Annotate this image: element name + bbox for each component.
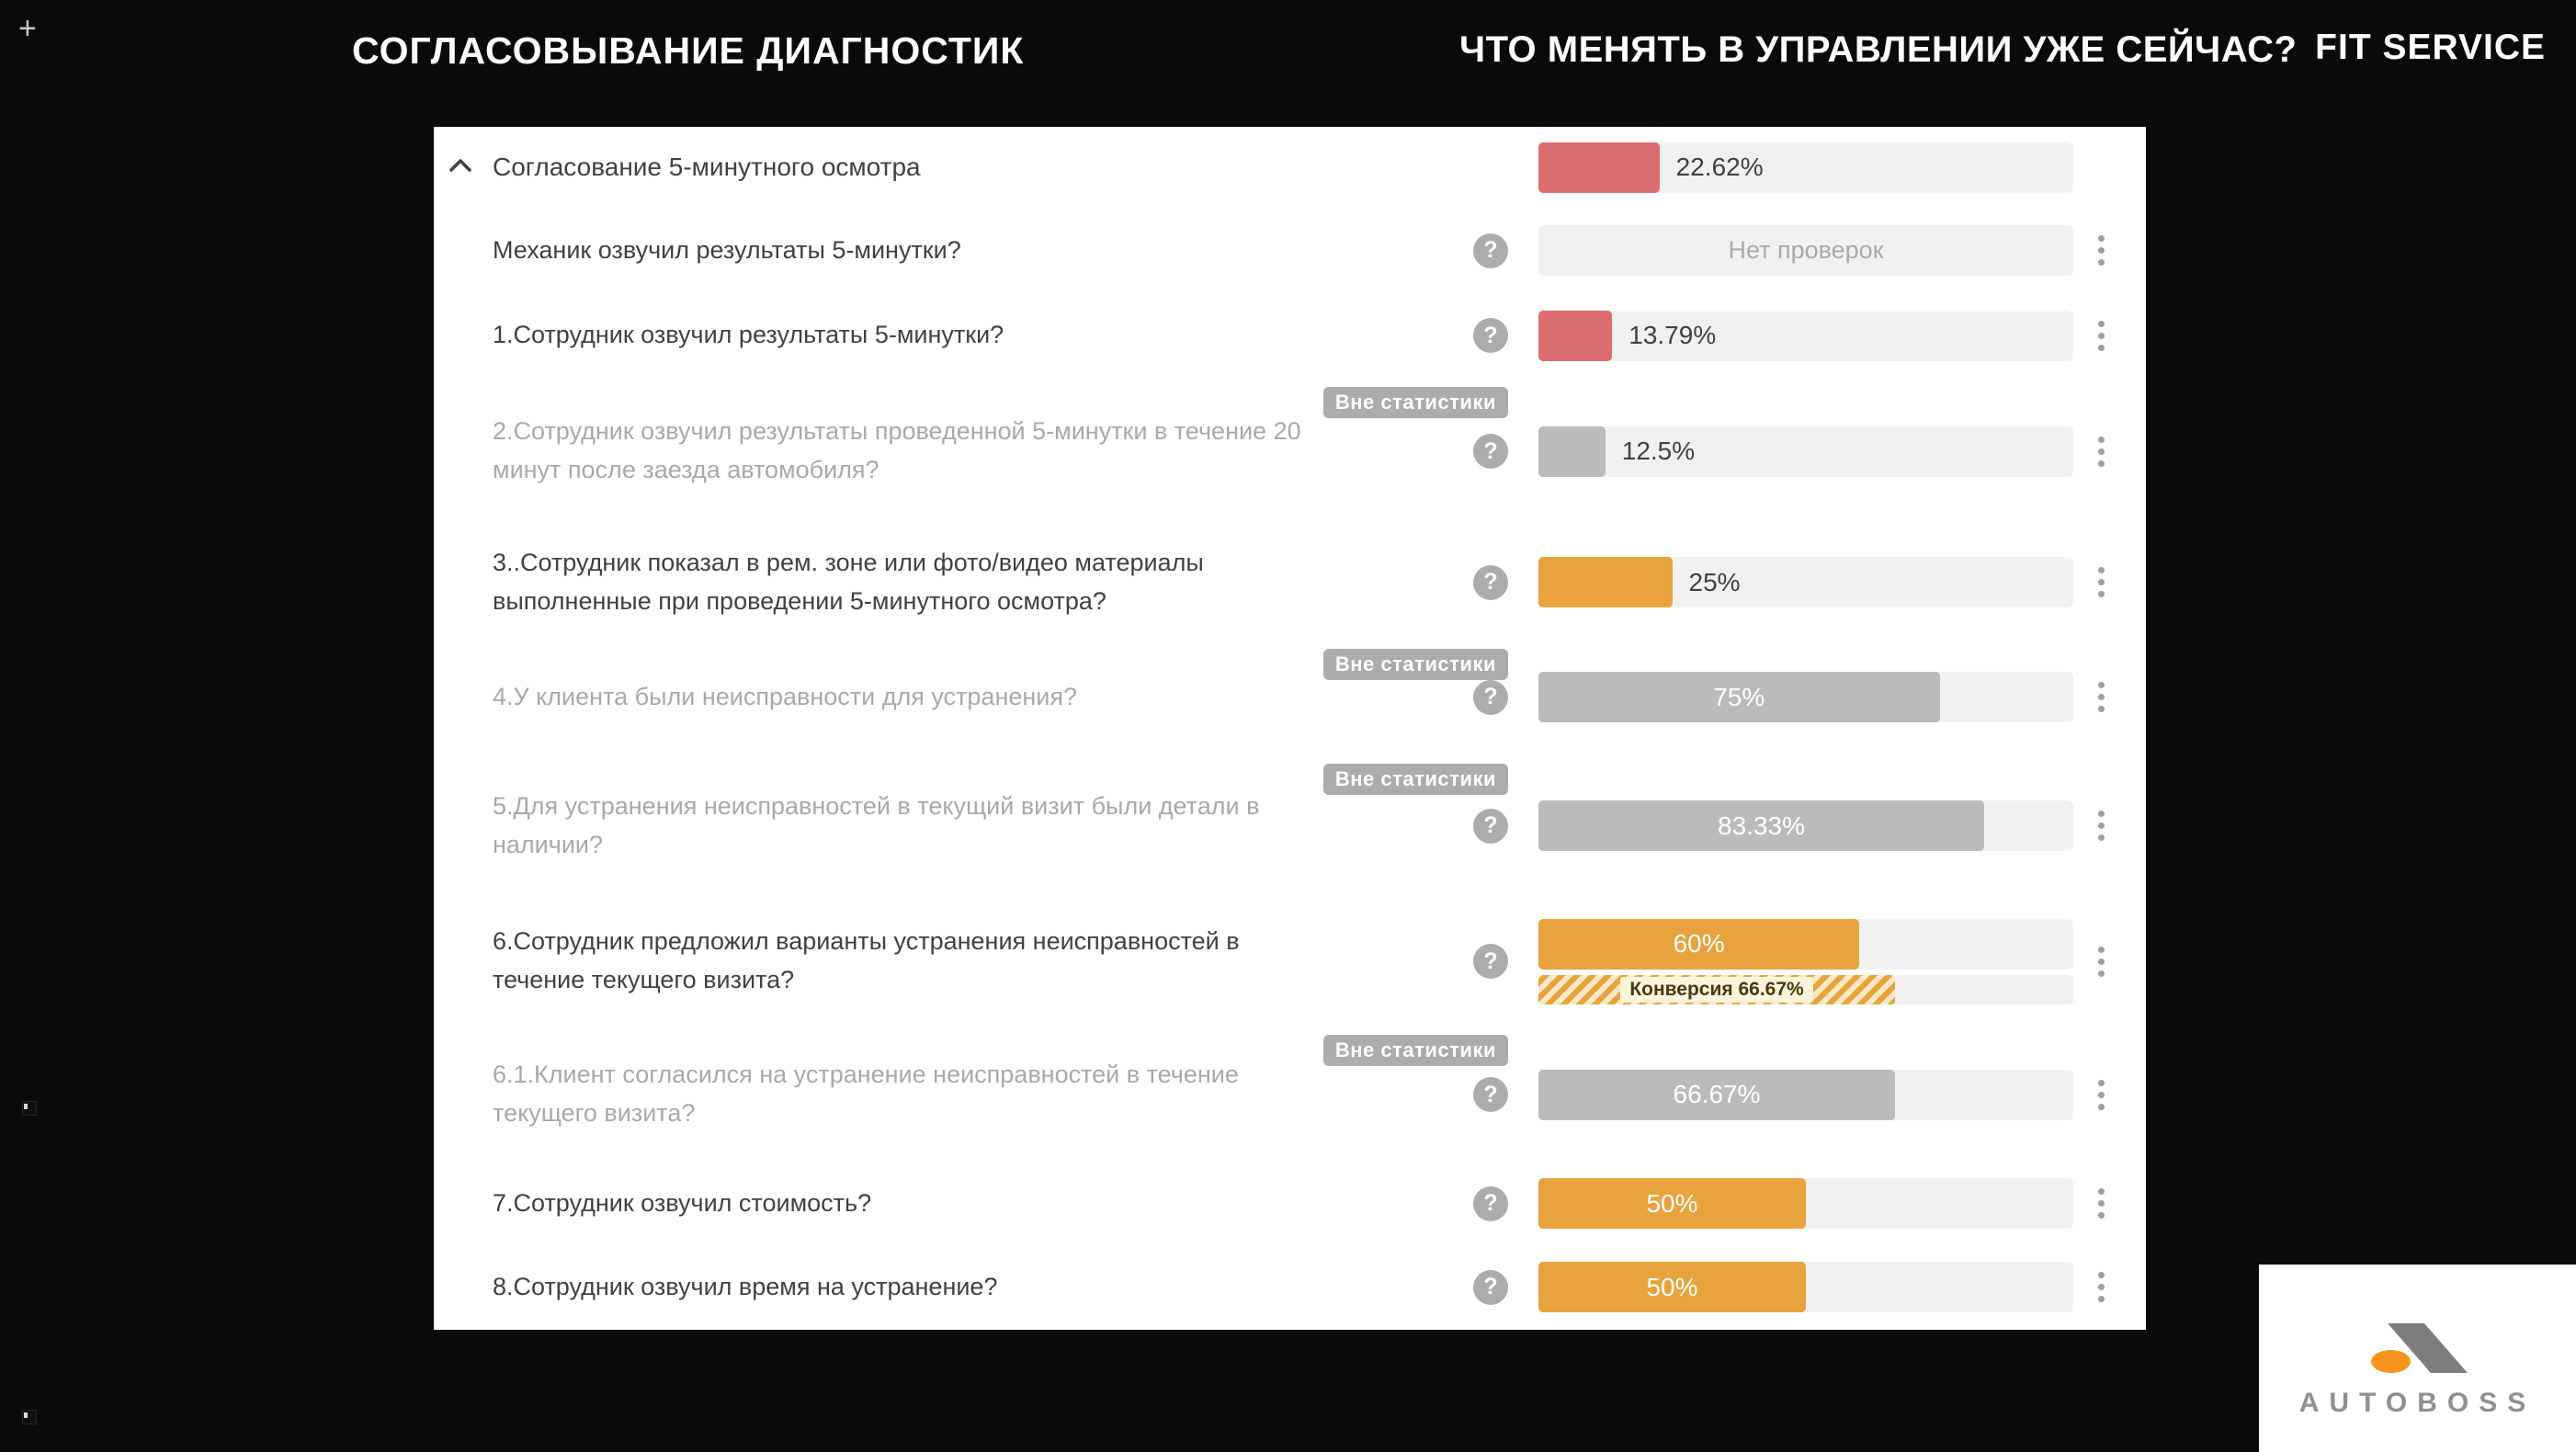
progress-fill: 60% — [1538, 918, 1860, 970]
slide-subtitle: ЧТО МЕНЯТЬ В УПРАВЛЕНИИ УЖЕ СЕЙЧАС? — [1459, 29, 2298, 70]
progress-bar: 12.5% — [1538, 425, 2073, 477]
progress-fill: 66.67% — [1538, 1069, 1896, 1120]
checklist-row: Вне статистики 6.1.Клиент согласился на … — [434, 1026, 2146, 1163]
conversion-label: Конверсия 66.67% — [1620, 976, 1813, 1003]
question-label: 4.У клиента были неисправности для устра… — [493, 682, 1078, 710]
progress-fill: 50% — [1538, 1178, 1806, 1229]
group-progress-bar: 22.62% — [1538, 142, 2073, 193]
autoboss-logo: AUTOBOSS — [2259, 1265, 2576, 1452]
brand-fit-service: FIT SERVICE — [2315, 28, 2546, 67]
embed-placeholder-icon — [22, 1101, 37, 1116]
progress-fill: 83.33% — [1538, 800, 1984, 851]
checklist-row: 8.Сотрудник озвучил время на устранение?… — [434, 1243, 2146, 1330]
help-icon[interactable]: ? — [1473, 1077, 1508, 1112]
kebab-menu-icon[interactable] — [2098, 567, 2105, 597]
checklist-rows: Механик озвучил результаты 5-минутки? ? … — [434, 208, 2146, 1330]
checklist-row: Вне статистики 4.У клиента были неисправ… — [434, 640, 2146, 754]
progress-fill — [1538, 310, 1613, 361]
progress-bar: Нет проверок — [1538, 225, 2073, 276]
progress-bar: 60% — [1538, 918, 2073, 970]
kebab-menu-icon[interactable] — [2098, 811, 2105, 841]
group-title: Согласование 5-минутного осмотра — [493, 153, 921, 182]
kebab-menu-icon[interactable] — [2098, 1079, 2105, 1110]
bar-label-outside: 25% — [1688, 567, 1741, 596]
help-icon[interactable]: ? — [1473, 808, 1508, 844]
checklist-row: 1.Сотрудник озвучил результаты 5-минутки… — [434, 293, 2146, 378]
checklist-row: 7.Сотрудник озвучил стоимость? ? 50% — [434, 1163, 2146, 1243]
progress-bar: 66.67% — [1538, 1069, 2073, 1120]
question-label: 6.Сотрудник предложил варианты устранени… — [493, 927, 1240, 993]
progress-bar: 50% — [1538, 1262, 2073, 1312]
question-label: 8.Сотрудник озвучил время на устранение? — [493, 1272, 998, 1300]
bar-label-inside: 50% — [1646, 1188, 1698, 1218]
group-progress-fill — [1538, 142, 1660, 193]
conversion-fill: Конверсия 66.67% — [1538, 974, 1896, 1004]
help-icon[interactable]: ? — [1473, 1185, 1508, 1221]
progress-fill: 50% — [1538, 1262, 1806, 1312]
bar-label-inside: 83.33% — [1718, 811, 1805, 840]
kebab-menu-icon[interactable] — [2098, 682, 2105, 712]
bar-empty-label: Нет проверок — [1728, 236, 1884, 264]
collapse-icon[interactable] — [448, 157, 472, 178]
checklist-panel: Согласование 5-минутного осмотра 22.62% … — [434, 127, 2146, 1330]
progress-fill: 75% — [1538, 672, 1940, 722]
help-icon[interactable]: ? — [1473, 564, 1508, 600]
question-label: 2.Сотрудник озвучил результаты проведенн… — [493, 417, 1301, 483]
progress-bar: 75% — [1538, 672, 2073, 722]
kebab-menu-icon[interactable] — [2098, 235, 2105, 266]
checklist-row: Вне статистики 2.Сотрудник озвучил резул… — [434, 378, 2146, 525]
bar-label-inside: 60% — [1673, 929, 1725, 958]
autoboss-logo-icon — [2371, 1323, 2468, 1378]
kebab-menu-icon[interactable] — [2098, 946, 2105, 977]
slide-title: СОГЛАСОВЫВАНИЕ ДИАГНОСТИК — [352, 29, 1025, 72]
checklist-row: Механик озвучил результаты 5-минутки? ? … — [434, 208, 2146, 293]
progress-bar: 50% — [1538, 1178, 2073, 1229]
conversion-bar: Конверсия 66.67% — [1538, 974, 2073, 1004]
progress-fill — [1538, 425, 1606, 477]
help-icon[interactable]: ? — [1473, 944, 1508, 979]
help-icon[interactable]: ? — [1473, 434, 1508, 469]
question-label: 6.1.Клиент согласился на устранение неис… — [493, 1061, 1239, 1127]
bar-label-outside: 12.5% — [1621, 437, 1696, 465]
kebab-menu-icon[interactable] — [2098, 320, 2105, 351]
bar-label-inside: 66.67% — [1673, 1080, 1761, 1108]
slide-plus-mark: + — [18, 11, 37, 46]
question-label: 7.Сотрудник озвучил стоимость? — [493, 1188, 872, 1217]
help-icon[interactable]: ? — [1473, 233, 1508, 268]
checklist-row: Вне статистики 5.Для устранения неисправ… — [434, 754, 2146, 897]
progress-bar: 13.79% — [1538, 310, 2073, 361]
bar-label-inside: 75% — [1713, 682, 1765, 711]
question-label: 5.Для устранения неисправностей в текущи… — [493, 791, 1260, 858]
checklist-row: 6.Сотрудник предложил варианты устранени… — [434, 897, 2146, 1026]
help-icon[interactable]: ? — [1473, 1269, 1508, 1305]
bar-label-outside: 13.79% — [1628, 321, 1717, 349]
checklist-row: 3..Сотрудник показал в рем. зоне или фот… — [434, 525, 2146, 640]
question-label: Механик озвучил результаты 5-минутки? — [493, 235, 961, 264]
progress-bar: 25% — [1538, 557, 2073, 607]
out-of-stats-badge: Вне статистики — [1322, 649, 1508, 680]
kebab-menu-icon[interactable] — [2098, 436, 2105, 467]
bar-label-inside: 50% — [1646, 1272, 1698, 1301]
help-icon[interactable]: ? — [1473, 679, 1508, 715]
question-label: 1.Сотрудник озвучил результаты 5-минутки… — [493, 321, 1004, 349]
progress-bar: 83.33% — [1538, 800, 2073, 851]
out-of-stats-badge: Вне статистики — [1322, 1035, 1508, 1066]
autoboss-logo-text: AUTOBOSS — [2298, 1388, 2536, 1418]
kebab-menu-icon[interactable] — [2098, 1188, 2105, 1219]
group-progress-value: 22.62% — [1675, 153, 1764, 181]
out-of-stats-badge: Вне статистики — [1322, 387, 1508, 418]
out-of-stats-badge: Вне статистики — [1322, 764, 1508, 795]
checklist-group-row: Согласование 5-минутного осмотра 22.62% — [434, 127, 2146, 208]
help-icon[interactable]: ? — [1473, 318, 1508, 353]
question-label: 3..Сотрудник показал в рем. зоне или фот… — [493, 548, 1204, 615]
progress-fill — [1538, 557, 1673, 607]
embed-placeholder-icon — [22, 1410, 37, 1424]
kebab-menu-icon[interactable] — [2098, 1272, 2105, 1302]
